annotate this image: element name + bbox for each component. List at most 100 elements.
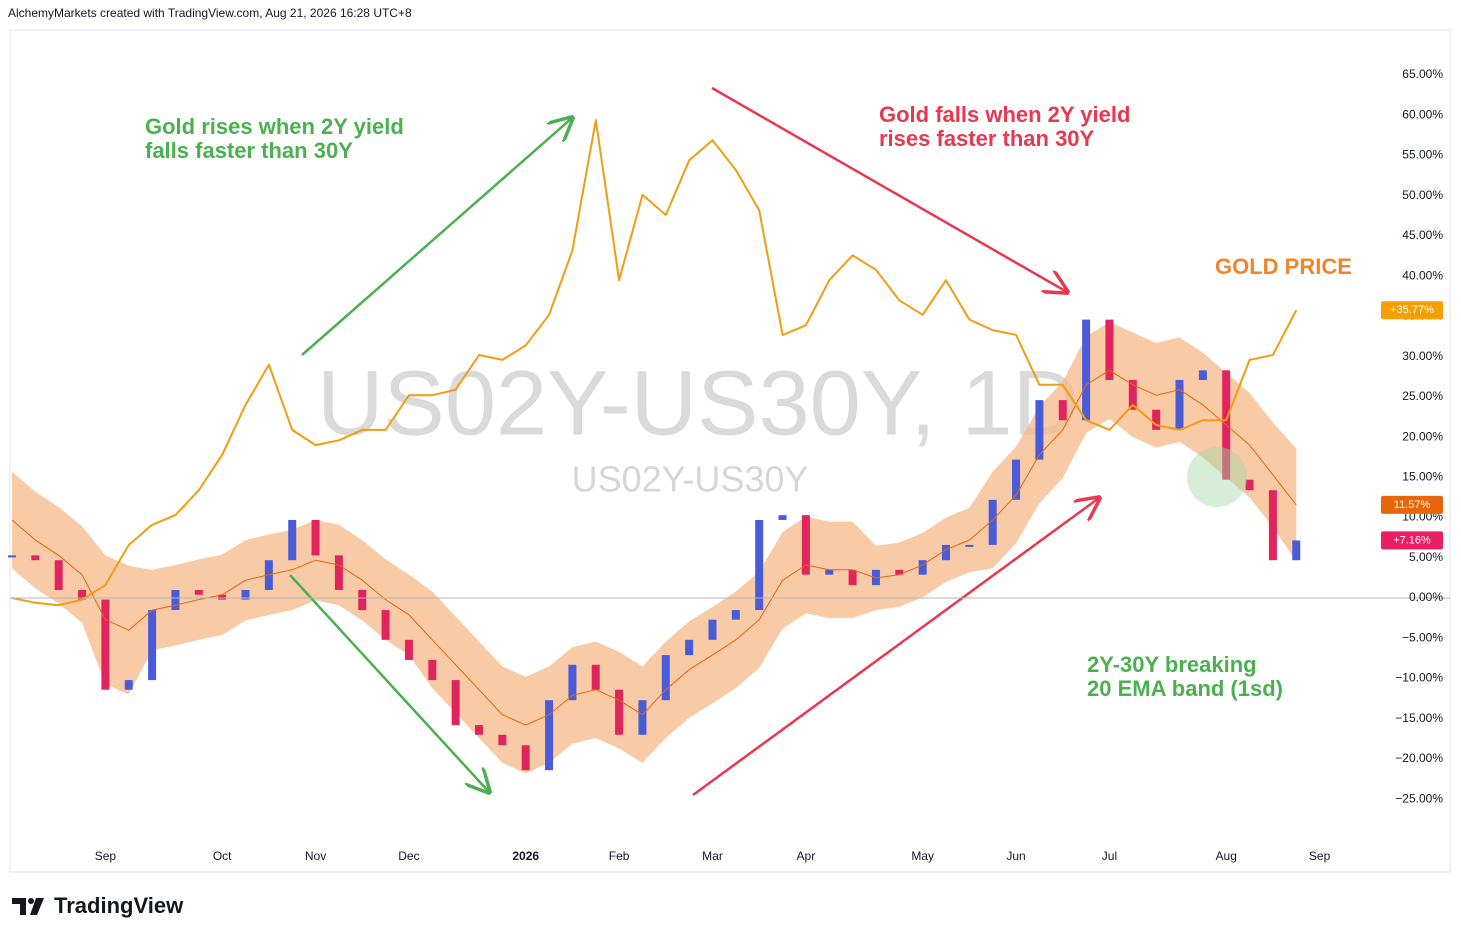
candle [965,544,974,547]
logo [12,898,44,915]
price-label-box [1381,531,1443,550]
candle [755,519,764,611]
candle [521,745,530,771]
candle [78,589,87,600]
x-tick-label: Aug [1216,849,1237,863]
candle [988,499,997,545]
candle [171,589,180,611]
candle [1105,319,1114,380]
annotation: 20 EMA band (1sd) [1087,676,1283,701]
y-tick-label: 30.00% [1402,349,1443,363]
annotation: falls faster than 30Y [145,138,353,163]
annotation: rises faster than 30Y [879,126,1095,151]
y-tick-label: 45.00% [1402,228,1443,242]
candle [848,569,857,586]
y-tick-label: 0.00% [1409,590,1443,604]
candle [218,594,227,600]
candle [801,515,810,575]
arrow [692,498,1099,797]
candle [1268,490,1277,561]
y-tick-label: −25.00% [1395,791,1443,805]
chart-frame [9,29,1451,873]
candle [1035,400,1044,460]
candle [1012,459,1021,500]
candle [381,610,390,640]
candle [334,555,343,590]
candle [194,589,203,595]
y-tick-label: −5.00% [1402,630,1443,644]
candle [545,700,554,771]
x-tick-label: Jun [1006,849,1025,863]
candle [101,599,110,690]
candle [404,639,413,660]
y-tick-label: 20.00% [1402,429,1443,443]
arrow [301,118,572,356]
candle [895,569,904,575]
candle [428,659,437,681]
y-tick-label: 5.00% [1409,550,1443,564]
candle [124,680,133,690]
candle [148,610,157,681]
footer: TradingView [12,893,183,919]
footer-brand: TradingView [54,893,184,918]
x-tick-label: Mar [702,849,723,863]
candle [1128,379,1137,410]
arrow [289,574,489,792]
ema-band [12,322,1297,774]
price-label-box [1381,301,1443,320]
x-tick-label: Sep [95,849,117,863]
annotation: GOLD PRICE [1215,254,1352,279]
candle [1152,409,1161,430]
candle [1082,319,1091,421]
y-tick-label: −10.00% [1395,671,1443,685]
candle [942,544,950,561]
annotation: 2Y-30Y breaking [1087,652,1257,677]
price-label: 11.57% [1394,499,1431,511]
x-tick-label: 2026 [512,849,539,863]
y-tick-label: 65.00% [1402,67,1443,81]
candle [1292,540,1301,561]
y-tick-label: 15.00% [1402,469,1443,483]
candle [1245,479,1254,491]
y-tick-label: 55.00% [1402,148,1443,162]
candle [475,725,483,735]
arrow [711,86,1067,292]
header: AlchemyMarkets created with TradingView.… [8,6,412,20]
candle [615,689,624,735]
candle [54,560,63,590]
x-tick-label: Sep [1309,849,1331,863]
candle [311,519,320,556]
candle [498,734,507,746]
price-label: +7.16% [1393,534,1431,546]
y-tick-label: −20.00% [1395,751,1443,765]
highlight-circle [1187,447,1247,507]
x-tick-label: Jul [1102,849,1117,863]
candle [241,589,250,600]
y-tick-label: 50.00% [1402,188,1443,202]
candle [731,610,740,620]
candle [31,555,40,561]
line-series [11,119,1298,607]
annotation: Gold rises when 2Y yield [145,114,404,139]
line-series [11,369,1297,726]
x-tick-label: Nov [305,849,326,863]
candle [708,619,717,640]
x-tick-label: May [911,849,934,863]
x-tick-label: Oct [213,849,232,863]
candle [1198,370,1207,380]
y-tick-label: −15.00% [1395,711,1443,725]
annotation: Gold falls when 2Y yield [879,102,1130,127]
y-tick-label: 25.00% [1402,389,1443,403]
candle [778,515,787,520]
candle [685,639,694,656]
watermark-sub: US02Y-US30Y [572,459,809,500]
y-tick-label: 40.00% [1402,268,1443,282]
y-tick-label: 60.00% [1402,107,1443,121]
candle [358,589,367,611]
x-tick-label: Feb [609,849,630,863]
price-label-box [1381,495,1443,514]
candle [825,569,834,575]
candle [918,560,927,575]
